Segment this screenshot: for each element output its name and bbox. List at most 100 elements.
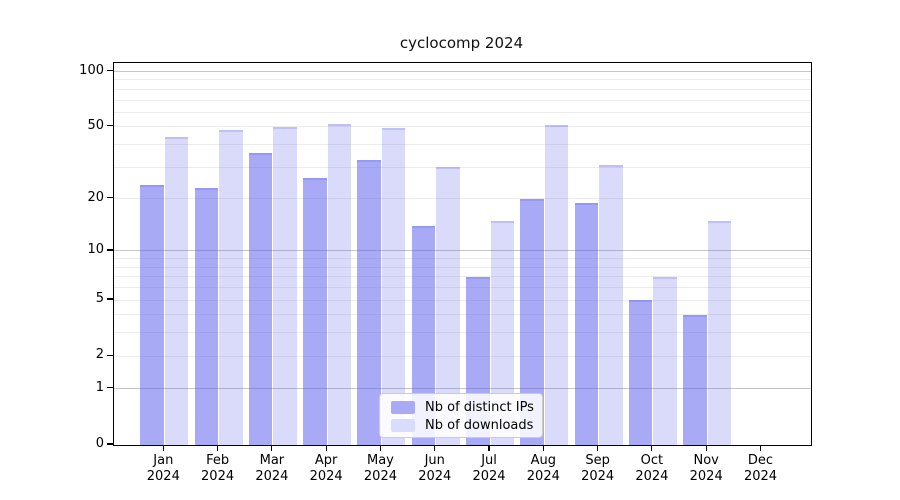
x-axis-label-month: Jul bbox=[481, 453, 497, 468]
x-axis-tick bbox=[488, 445, 490, 451]
x-axis-label-month: Sep bbox=[585, 453, 610, 468]
x-axis-label-year: 2024 bbox=[689, 468, 723, 484]
y-axis-tick bbox=[107, 354, 113, 356]
x-axis-label: May 2024 bbox=[350, 453, 410, 484]
gridline-minor bbox=[114, 126, 811, 128]
gridline-minor bbox=[114, 299, 811, 301]
gridline-minor bbox=[114, 88, 811, 90]
x-axis-label-month: Feb bbox=[206, 453, 230, 468]
x-axis-label-year: 2024 bbox=[526, 468, 560, 484]
x-axis-tick bbox=[379, 445, 382, 451]
y-axis-label: 1 bbox=[95, 379, 104, 395]
x-axis-label: Dec 2024 bbox=[730, 453, 790, 484]
x-axis-label: Apr 2024 bbox=[296, 453, 356, 484]
bar-mar-downloads bbox=[273, 126, 297, 445]
y-axis-tick bbox=[107, 298, 113, 300]
x-axis-label-year: 2024 bbox=[581, 468, 615, 484]
bar-nov-ips bbox=[683, 314, 707, 445]
y-axis-label: 2 bbox=[95, 347, 104, 363]
bar-feb-ips bbox=[194, 187, 219, 445]
gridline-minor bbox=[114, 111, 811, 113]
x-axis-label: Mar 2024 bbox=[242, 453, 302, 484]
y-axis-label: 10 bbox=[87, 241, 104, 257]
y-axis-tick bbox=[107, 69, 113, 72]
x-axis-label: Jul 2024 bbox=[459, 453, 519, 484]
x-axis-label-month: Mar bbox=[259, 453, 285, 468]
y-axis-tick bbox=[107, 197, 113, 199]
bar-may-downloads bbox=[381, 128, 406, 445]
x-axis-label: Nov 2024 bbox=[676, 453, 736, 484]
plot-area: Nb of distinct IPs Nb of downloads bbox=[113, 62, 812, 446]
x-axis-tick bbox=[542, 445, 544, 451]
x-axis-label-year: 2024 bbox=[201, 468, 235, 484]
x-axis-label: Jun 2024 bbox=[405, 453, 465, 484]
x-axis-label-month: May bbox=[367, 453, 394, 468]
gridline-minor bbox=[114, 99, 811, 101]
x-axis-label-month: Oct bbox=[640, 453, 664, 468]
gridline-major bbox=[114, 250, 811, 252]
bar-aug-downloads bbox=[544, 125, 569, 445]
y-axis-label: 20 bbox=[87, 189, 104, 205]
legend-swatch-downloads bbox=[391, 419, 415, 432]
x-axis-label-year: 2024 bbox=[309, 468, 343, 484]
legend-label-distinct-ips: Nb of distinct IPs bbox=[425, 400, 534, 415]
y-axis-tick bbox=[107, 249, 113, 251]
x-axis-label-year: 2024 bbox=[743, 468, 778, 484]
gridline-minor bbox=[114, 314, 811, 316]
bar-may-ips bbox=[357, 159, 381, 445]
x-axis-label-month: Nov bbox=[693, 453, 719, 468]
y-axis-label: 5 bbox=[95, 291, 104, 306]
bar-jun-ips bbox=[411, 225, 436, 445]
gridline-minor bbox=[114, 198, 811, 200]
x-axis-label: Jan 2024 bbox=[133, 453, 193, 484]
x-axis-label-month: Jun bbox=[424, 453, 445, 468]
legend-swatch-distinct-ips bbox=[391, 401, 415, 414]
bar-feb-downloads bbox=[219, 130, 243, 445]
bar-sep-downloads bbox=[599, 164, 623, 445]
gridline-minor bbox=[114, 287, 811, 289]
gridline-major bbox=[114, 388, 811, 390]
x-axis-label-year: 2024 bbox=[418, 468, 452, 484]
legend-item-downloads: Nb of downloads bbox=[391, 417, 542, 434]
legend-label-downloads: Nb of downloads bbox=[425, 418, 534, 433]
y-axis-label: 100 bbox=[79, 62, 104, 78]
x-axis-tick bbox=[434, 445, 436, 451]
bar-mar-ips bbox=[248, 152, 273, 445]
x-axis-label-year: 2024 bbox=[472, 468, 506, 484]
x-axis-tick bbox=[651, 445, 653, 451]
x-axis-label-year: 2024 bbox=[255, 468, 289, 484]
y-axis-tick bbox=[107, 125, 113, 127]
gridline-minor bbox=[114, 143, 811, 145]
x-axis-tick bbox=[162, 445, 164, 451]
bar-oct-ips bbox=[628, 300, 653, 445]
x-axis-label: Oct 2024 bbox=[622, 453, 682, 484]
x-axis-label-year: 2024 bbox=[146, 468, 180, 484]
x-axis-label-month: Aug bbox=[530, 453, 557, 468]
gridline-minor bbox=[114, 355, 811, 357]
gridline-minor bbox=[114, 79, 811, 81]
x-axis-label-month: Apr bbox=[314, 453, 338, 468]
legend: Nb of distinct IPs Nb of downloads bbox=[379, 393, 543, 438]
x-axis-tick bbox=[325, 445, 327, 451]
x-axis-tick bbox=[216, 445, 219, 451]
y-axis-label: 50 bbox=[87, 117, 104, 133]
x-axis-label-month: Jan bbox=[153, 453, 174, 468]
bar-jul-downloads bbox=[490, 220, 515, 445]
bar-jan-ips bbox=[140, 184, 164, 445]
x-axis-tick bbox=[705, 445, 707, 451]
bar-oct-downloads bbox=[653, 276, 677, 445]
bar-apr-downloads bbox=[327, 123, 352, 445]
gridline-minor bbox=[114, 266, 811, 268]
bar-jun-downloads bbox=[436, 167, 460, 445]
gridline-minor bbox=[114, 258, 811, 260]
gridline-major bbox=[114, 71, 811, 73]
x-axis-label: Sep 2024 bbox=[568, 453, 628, 484]
x-axis-tick bbox=[597, 445, 599, 451]
x-axis-label: Feb 2024 bbox=[188, 453, 248, 484]
bar-jan-downloads bbox=[164, 136, 189, 445]
bar-apr-ips bbox=[303, 178, 327, 445]
x-axis-tick bbox=[759, 445, 762, 451]
x-axis-label-month: Dec bbox=[747, 453, 774, 468]
bar-sep-ips bbox=[574, 202, 599, 445]
